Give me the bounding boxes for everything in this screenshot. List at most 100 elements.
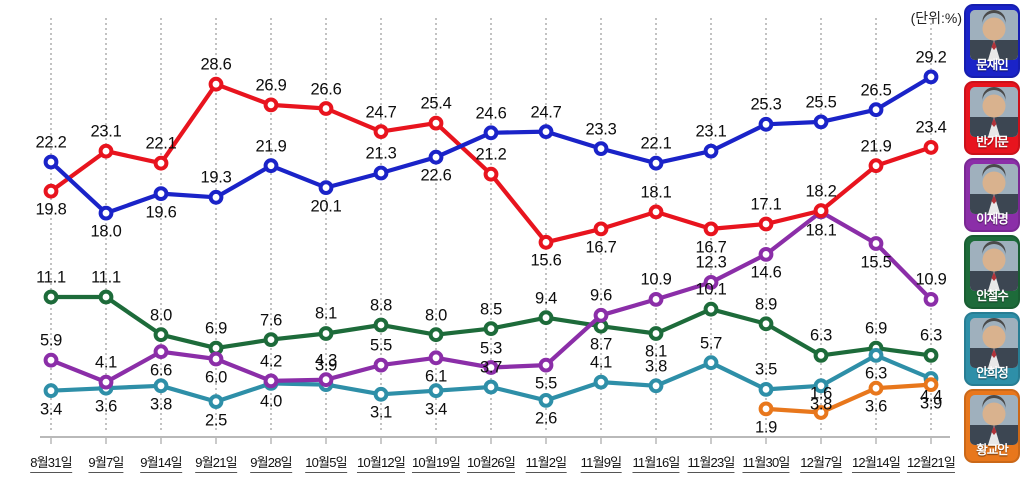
data-point-안희정[interactable] bbox=[208, 394, 224, 410]
data-point-문재인[interactable] bbox=[758, 116, 774, 132]
data-point-이재명[interactable] bbox=[428, 350, 444, 366]
data-point-이재명[interactable] bbox=[758, 247, 774, 262]
data-point-문재인[interactable] bbox=[153, 186, 169, 202]
data-point-문재인[interactable] bbox=[373, 165, 389, 181]
data-point-안철수[interactable] bbox=[263, 332, 279, 348]
legend-label: 황교안 bbox=[976, 443, 1009, 457]
legend-item-안희정[interactable]: 안희정 bbox=[964, 312, 1020, 386]
data-point-문재인[interactable] bbox=[703, 143, 719, 159]
data-point-안철수[interactable] bbox=[98, 289, 114, 305]
data-point-문재인[interactable] bbox=[98, 205, 114, 221]
portrait-moon-jae-in bbox=[970, 10, 1018, 60]
data-point-문재인[interactable] bbox=[483, 125, 499, 141]
data-point-안철수[interactable] bbox=[703, 301, 719, 317]
data-point-안철수[interactable] bbox=[758, 316, 774, 332]
data-point-안철수[interactable] bbox=[373, 317, 389, 333]
data-point-안철수[interactable] bbox=[318, 326, 334, 341]
data-point-안철수[interactable] bbox=[483, 321, 499, 337]
data-point-안희정[interactable] bbox=[648, 378, 664, 394]
data-point-반기문[interactable] bbox=[813, 203, 829, 219]
x-tick-label: 12월21일 bbox=[906, 452, 956, 473]
data-point-안희정[interactable] bbox=[43, 383, 59, 399]
data-point-문재인[interactable] bbox=[593, 141, 609, 157]
data-point-반기문[interactable] bbox=[318, 101, 334, 116]
data-point-이재명[interactable] bbox=[373, 357, 389, 373]
legend-label: 문재인 bbox=[976, 58, 1009, 72]
data-point-반기문[interactable] bbox=[153, 155, 169, 171]
data-point-황교안[interactable] bbox=[923, 377, 939, 393]
data-point-이재명[interactable] bbox=[868, 236, 884, 251]
data-point-이재명[interactable] bbox=[703, 275, 719, 290]
data-point-안철수[interactable] bbox=[813, 348, 829, 363]
data-point-이재명[interactable] bbox=[98, 374, 114, 390]
data-point-문재인[interactable] bbox=[208, 189, 224, 205]
data-point-반기문[interactable] bbox=[98, 143, 114, 159]
legend-label: 반기문 bbox=[976, 135, 1009, 149]
data-point-안희정[interactable] bbox=[868, 348, 884, 363]
data-point-반기문[interactable] bbox=[373, 124, 389, 140]
data-point-반기문[interactable] bbox=[758, 216, 774, 232]
x-tick-label: 10월12일 bbox=[356, 452, 406, 473]
data-point-안희정[interactable] bbox=[373, 386, 389, 402]
data-point-안철수[interactable] bbox=[428, 327, 444, 343]
data-point-문재인[interactable] bbox=[923, 69, 939, 85]
legend-item-문재인[interactable]: 문재인 bbox=[964, 4, 1020, 78]
data-point-반기문[interactable] bbox=[483, 166, 499, 182]
data-point-안희정[interactable] bbox=[483, 379, 499, 395]
data-point-반기문[interactable] bbox=[43, 183, 59, 199]
legend-item-황교안[interactable]: 황교안 bbox=[964, 389, 1020, 463]
legend-item-이재명[interactable]: 이재명 bbox=[964, 158, 1020, 232]
data-point-문재인[interactable] bbox=[813, 114, 829, 130]
data-point-안희정[interactable] bbox=[593, 374, 609, 390]
data-point-문재인[interactable] bbox=[428, 149, 444, 165]
data-point-반기문[interactable] bbox=[868, 158, 884, 174]
data-point-안철수[interactable] bbox=[648, 326, 664, 341]
data-point-안희정[interactable] bbox=[538, 393, 554, 408]
data-point-이재명[interactable] bbox=[153, 344, 169, 360]
data-point-이재명[interactable] bbox=[538, 357, 554, 373]
data-point-반기문[interactable] bbox=[648, 204, 664, 220]
data-point-이재명[interactable] bbox=[923, 292, 939, 307]
data-point-황교안[interactable] bbox=[758, 401, 774, 417]
data-point-반기문[interactable] bbox=[538, 234, 554, 250]
x-tick-label: 11월30일 bbox=[742, 452, 790, 473]
x-tick-label: 9월28일 bbox=[250, 452, 293, 473]
data-point-안희정[interactable] bbox=[153, 378, 169, 394]
data-point-문재인[interactable] bbox=[538, 124, 554, 140]
data-point-문재인[interactable] bbox=[43, 154, 59, 170]
data-point-안철수[interactable] bbox=[923, 348, 939, 363]
data-point-문재인[interactable] bbox=[868, 102, 884, 118]
x-tick-label: 11월2일 bbox=[525, 452, 567, 473]
data-point-이재명[interactable] bbox=[593, 307, 609, 323]
legend-item-안철수[interactable]: 안철수 bbox=[964, 235, 1020, 309]
series-line-이재명 bbox=[48, 209, 934, 385]
data-point-안철수[interactable] bbox=[153, 327, 169, 343]
data-point-반기문[interactable] bbox=[593, 221, 609, 237]
data-point-반기문[interactable] bbox=[923, 140, 939, 155]
x-tick-label: 10월5일 bbox=[305, 452, 348, 473]
legend-item-반기문[interactable]: 반기문 bbox=[964, 81, 1020, 155]
data-point-문재인[interactable] bbox=[263, 158, 279, 174]
data-point-반기문[interactable] bbox=[703, 221, 719, 237]
data-point-반기문[interactable] bbox=[208, 76, 224, 92]
data-point-이재명[interactable] bbox=[43, 352, 59, 368]
data-point-안희정[interactable] bbox=[703, 355, 719, 371]
data-point-이재명[interactable] bbox=[263, 373, 279, 389]
data-point-이재명[interactable] bbox=[648, 292, 664, 307]
legend-label: 안철수 bbox=[976, 289, 1009, 303]
data-point-황교안[interactable] bbox=[813, 405, 829, 420]
data-point-문재인[interactable] bbox=[648, 155, 664, 171]
data-point-이재명[interactable] bbox=[208, 351, 224, 367]
data-point-안희정[interactable] bbox=[428, 383, 444, 399]
data-point-이재명[interactable] bbox=[483, 360, 499, 375]
data-point-반기문[interactable] bbox=[428, 115, 444, 131]
data-point-반기문[interactable] bbox=[263, 97, 279, 113]
data-point-황교안[interactable] bbox=[868, 380, 884, 396]
data-point-안철수[interactable] bbox=[43, 289, 59, 305]
data-point-안철수[interactable] bbox=[538, 310, 554, 326]
data-point-문재인[interactable] bbox=[318, 180, 334, 196]
portrait-ban-ki-moon bbox=[970, 87, 1018, 137]
data-point-이재명[interactable] bbox=[318, 372, 334, 388]
data-point-안희정[interactable] bbox=[758, 382, 774, 397]
data-point-안희정[interactable] bbox=[813, 378, 829, 394]
